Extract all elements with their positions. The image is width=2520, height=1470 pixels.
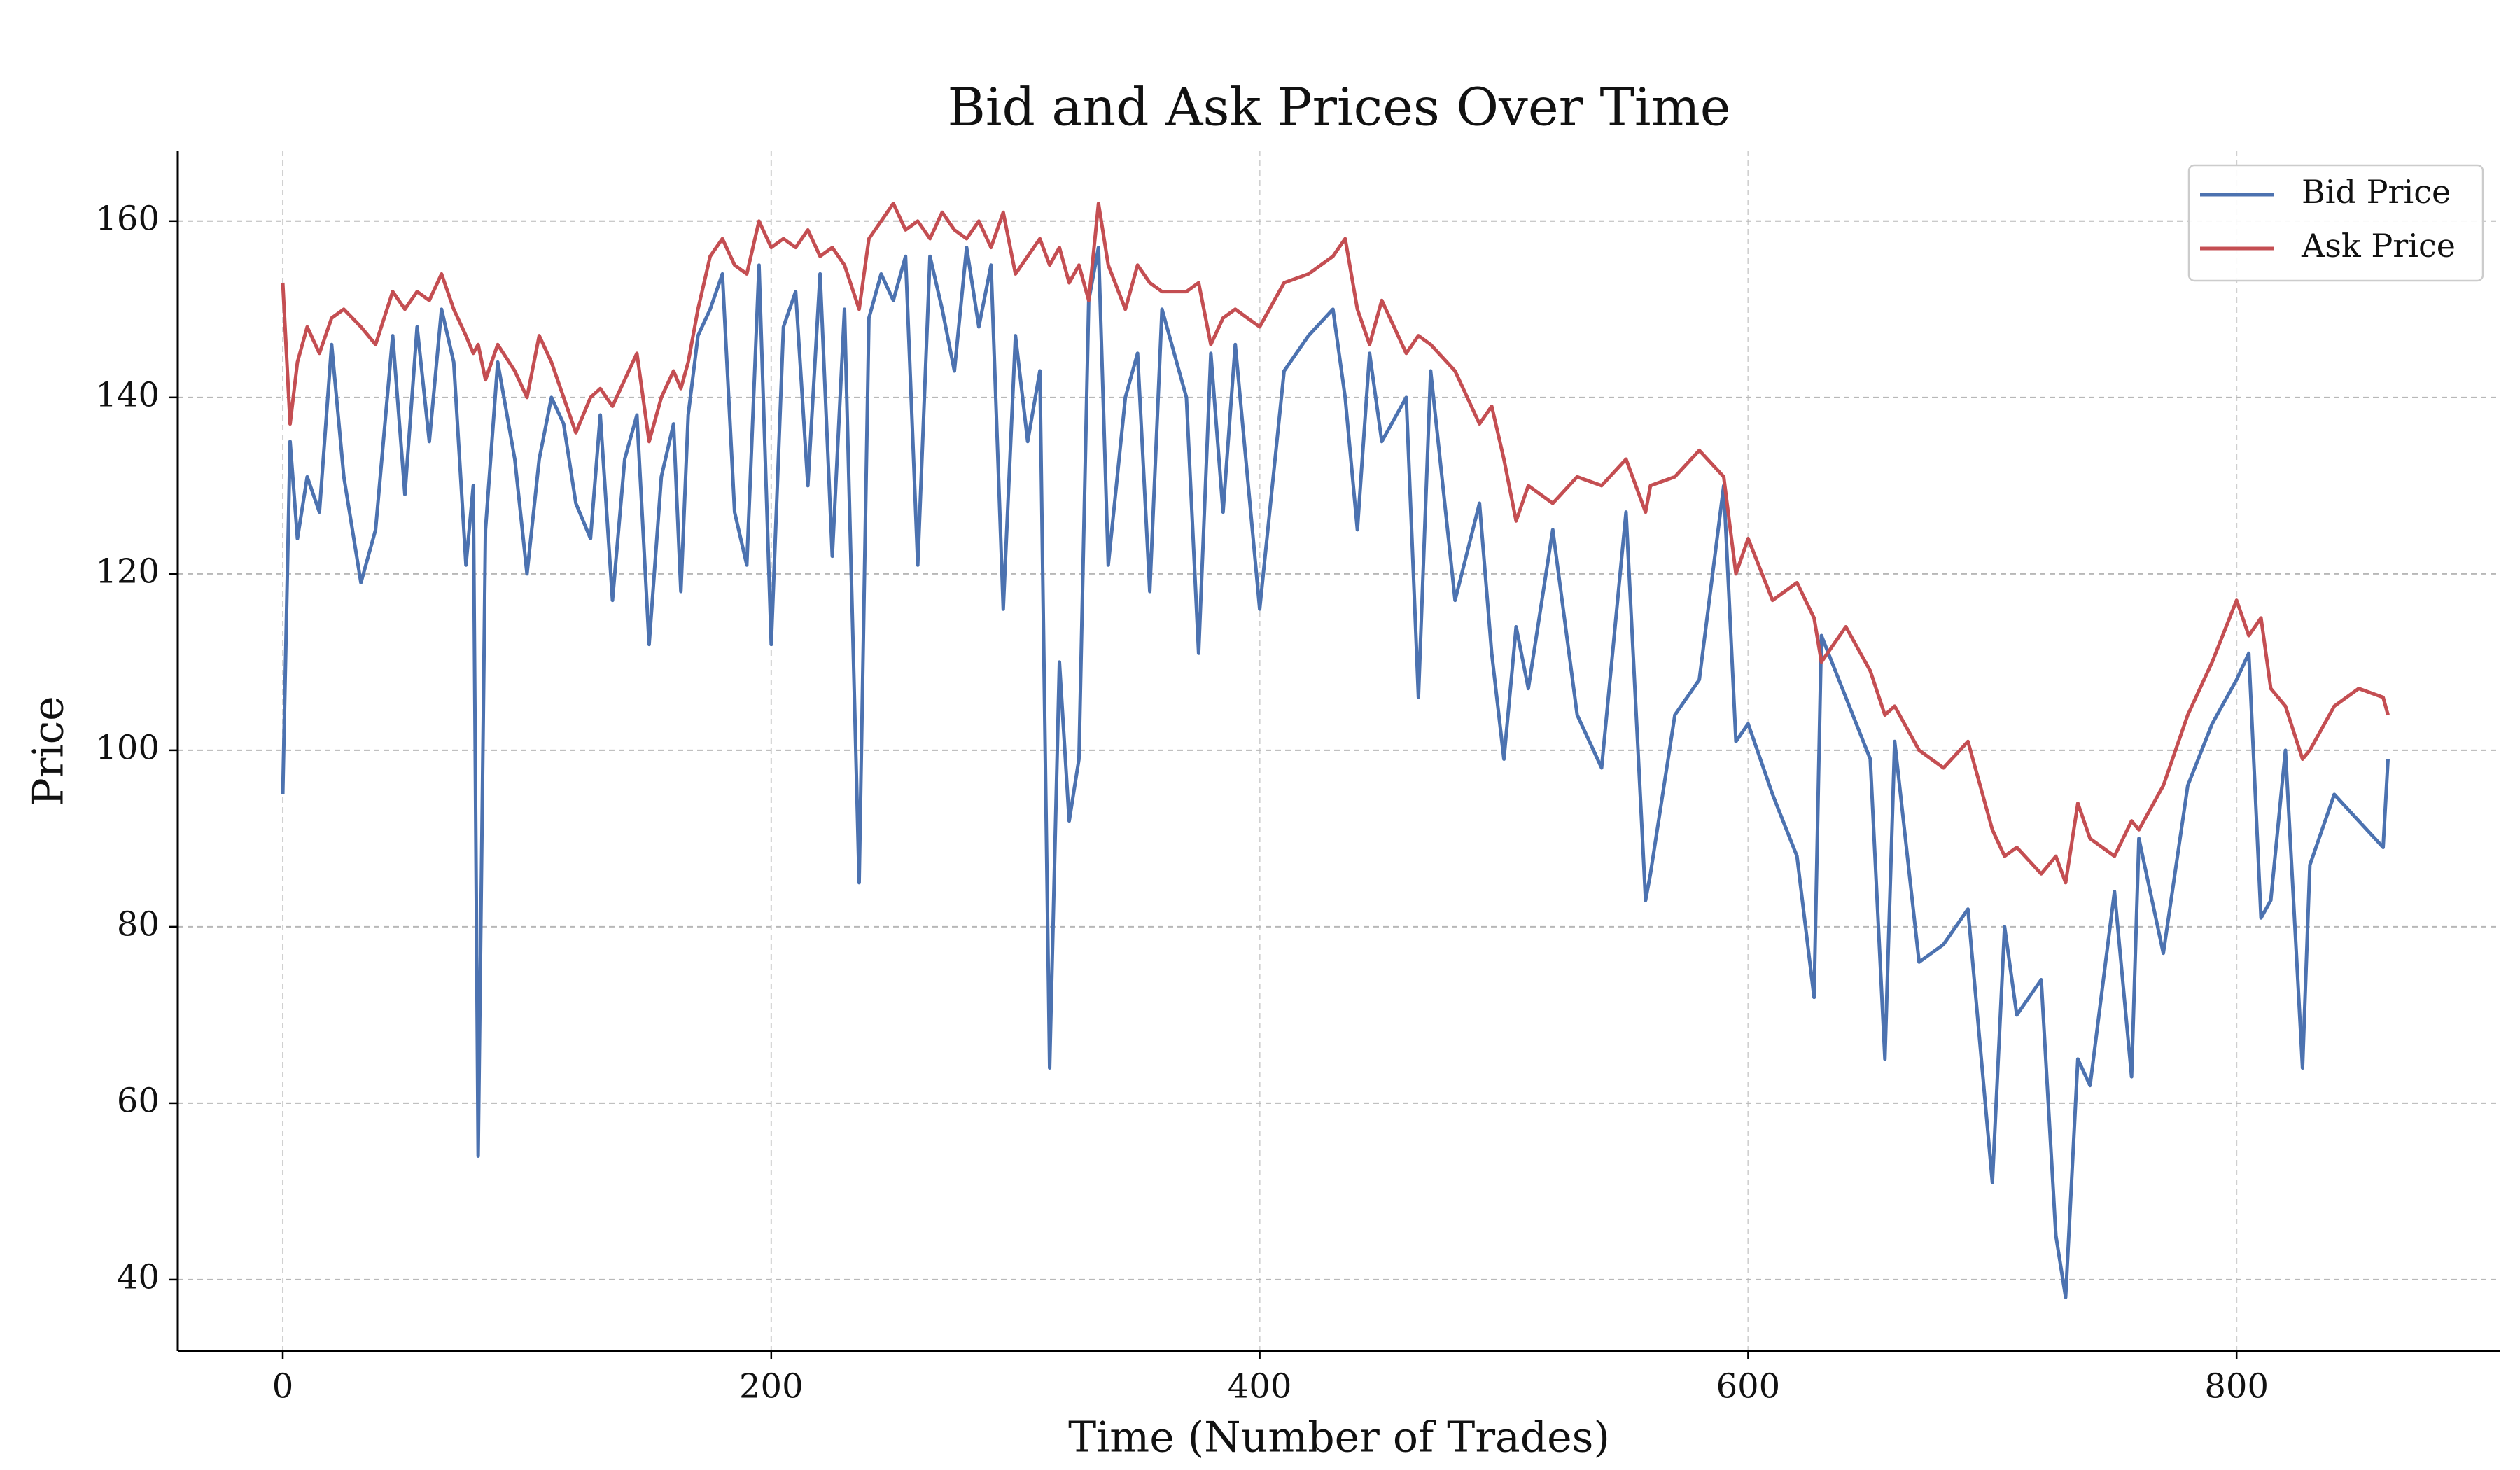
- x-axis-label: Time (Number of Trades): [1068, 1413, 1610, 1462]
- y-tick-label: 60: [117, 1081, 160, 1120]
- y-tick-label: 120: [95, 552, 160, 591]
- legend-label: Bid Price: [2302, 173, 2451, 211]
- y-tick-label: 80: [117, 904, 160, 944]
- y-tick-label: 40: [117, 1257, 160, 1296]
- chart-title: Bid and Ask Prices Over Time: [947, 77, 1730, 137]
- legend-label: Ask Price: [2301, 227, 2456, 265]
- x-tick-label: 800: [2204, 1367, 2269, 1406]
- x-tick-label: 400: [1228, 1367, 1292, 1406]
- series-line: [281, 246, 2390, 1299]
- x-tick-label: 200: [739, 1367, 804, 1406]
- series-line: [281, 202, 2390, 885]
- y-tick-label: 160: [95, 199, 160, 238]
- y-tick-label: 100: [95, 728, 160, 767]
- y-tick-label: 140: [95, 375, 160, 414]
- y-axis-label: Price: [24, 696, 74, 806]
- x-tick-label: 600: [1716, 1367, 1781, 1406]
- x-tick-label: 0: [272, 1367, 294, 1406]
